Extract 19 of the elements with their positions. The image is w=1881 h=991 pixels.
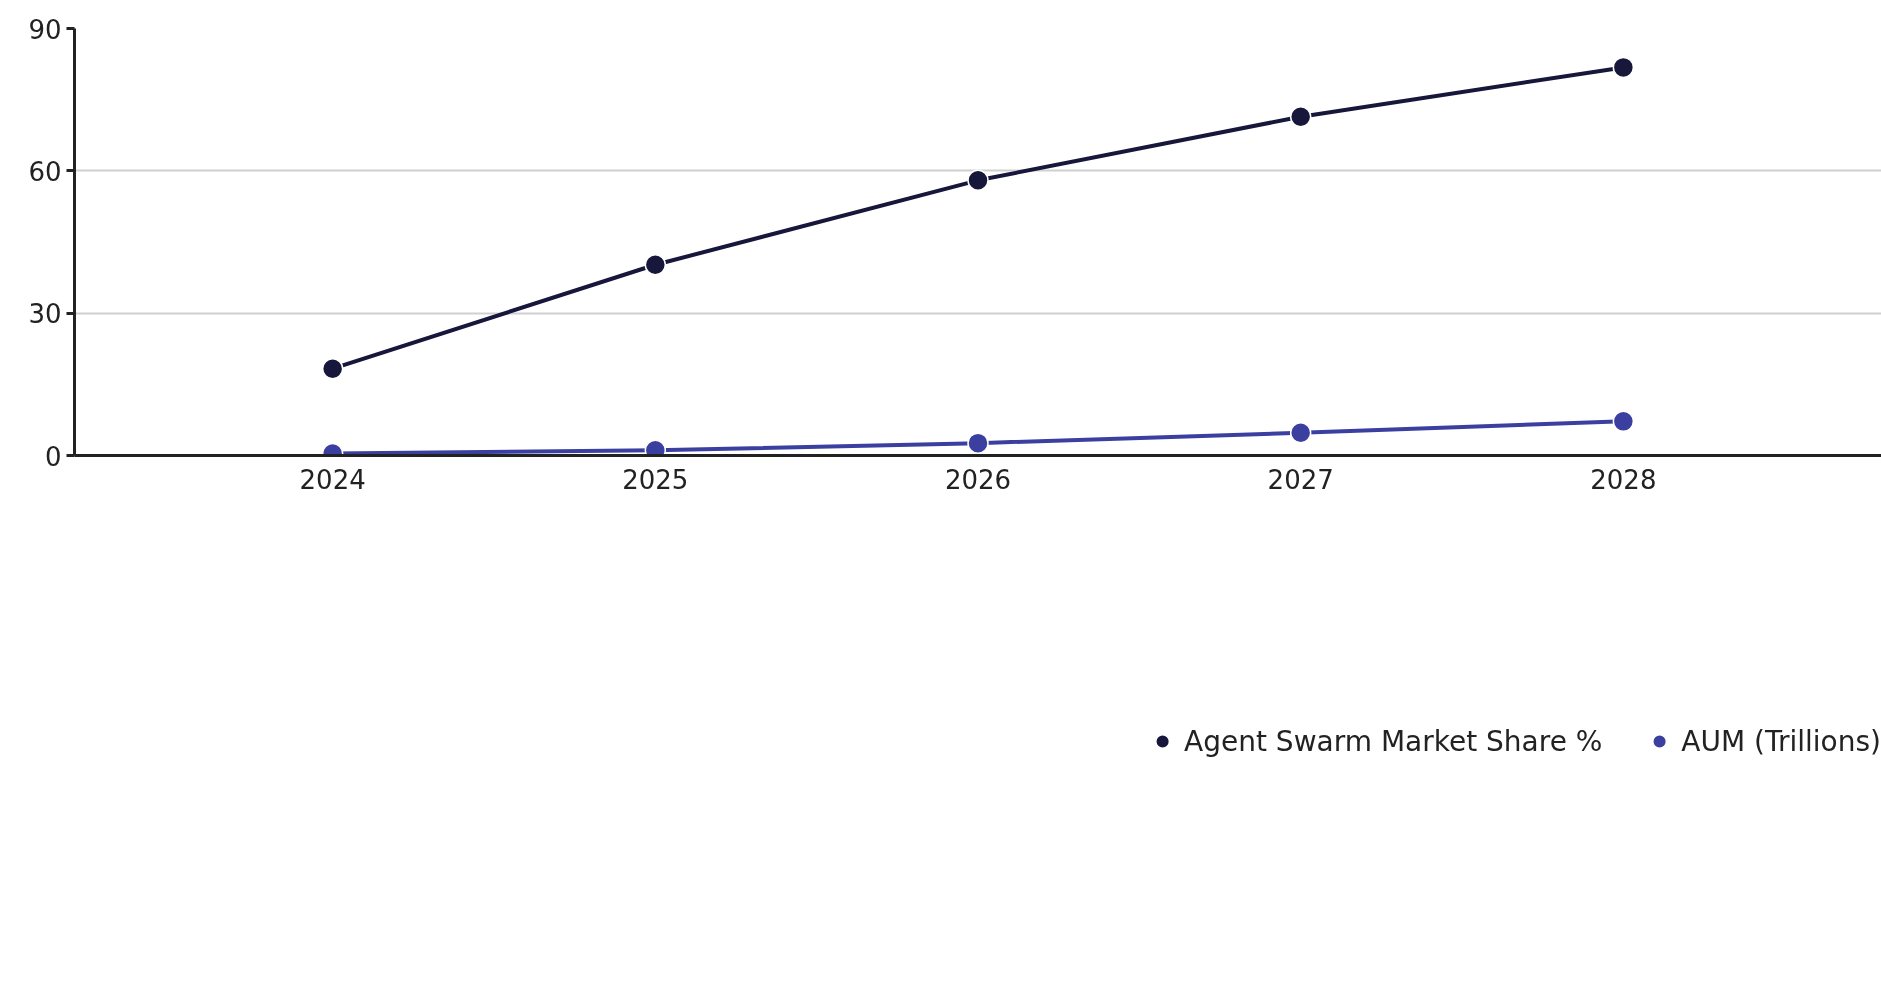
y-tick-label: 30 xyxy=(28,299,62,330)
point xyxy=(1289,106,1312,128)
point xyxy=(967,432,989,454)
x-tick-label: 2025 xyxy=(622,464,689,495)
point xyxy=(1612,410,1635,433)
point xyxy=(1289,422,1312,444)
point xyxy=(321,357,344,380)
point xyxy=(967,169,989,192)
x-tick-label: 2027 xyxy=(1267,464,1334,495)
legend-label: AUM (Trillions) xyxy=(1681,724,1881,758)
point xyxy=(1612,56,1635,79)
y-tick-label: 0 xyxy=(44,441,62,472)
x-tick-label: 2026 xyxy=(944,464,1012,495)
x-tick-label: 2028 xyxy=(1590,464,1657,495)
y-tick-label: 60 xyxy=(28,156,62,187)
x-tick-label: 2024 xyxy=(299,464,366,495)
point xyxy=(644,254,667,276)
legend-label: Agent Swarm Market Share % xyxy=(1184,724,1603,758)
y-tick-label: 90 xyxy=(28,14,62,45)
